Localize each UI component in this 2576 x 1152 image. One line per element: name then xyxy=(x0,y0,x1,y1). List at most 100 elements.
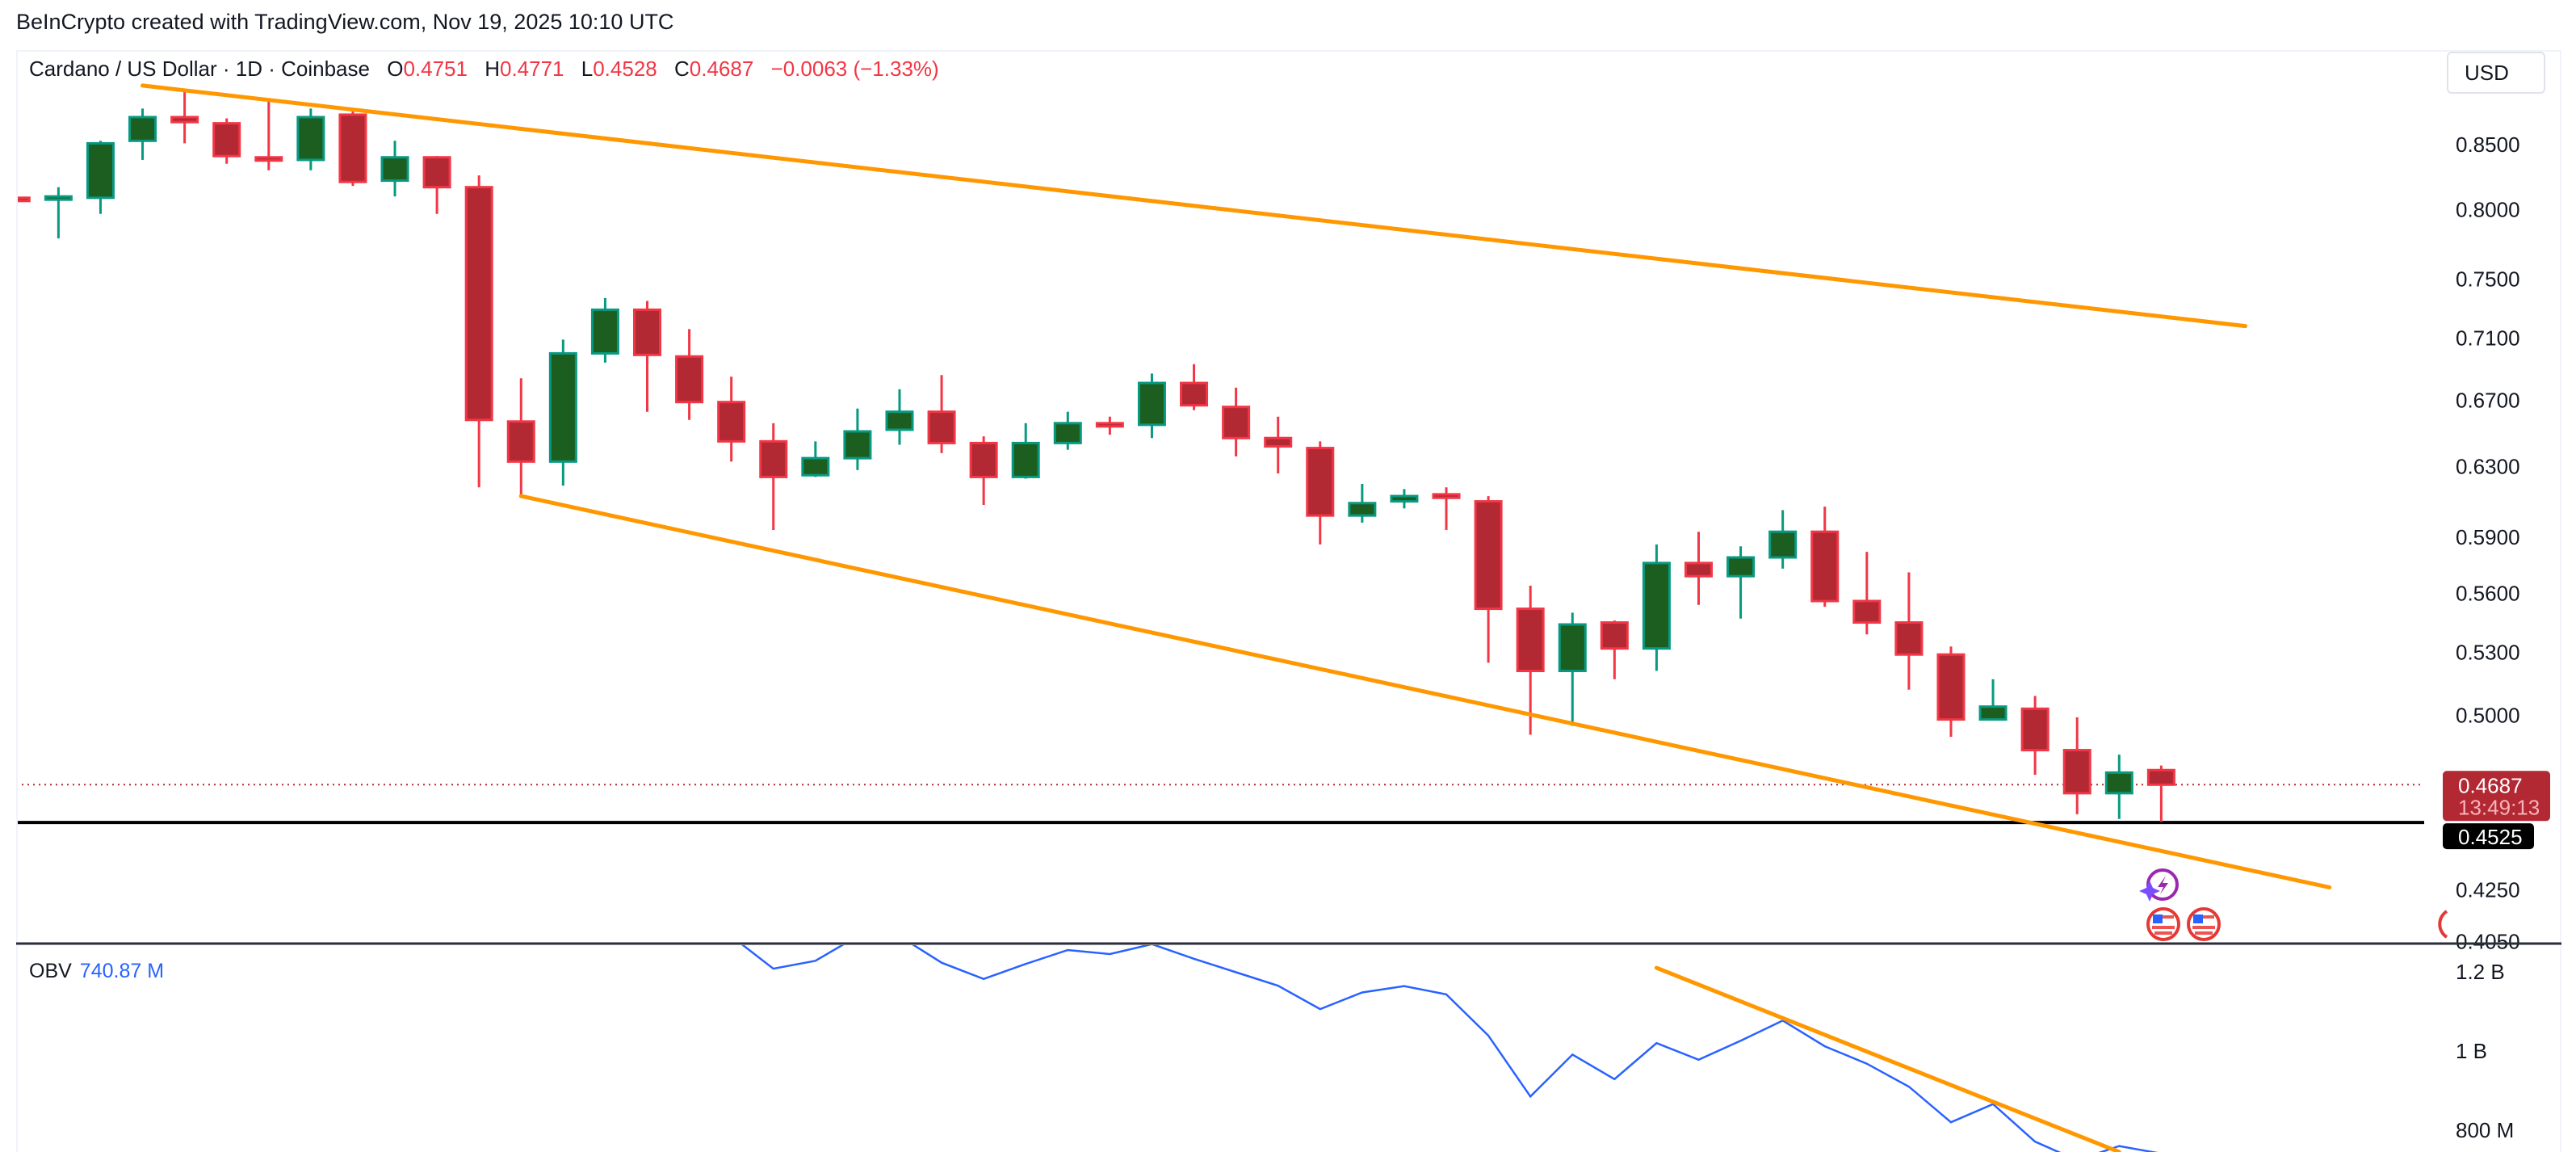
price-tick-label: 0.6300 xyxy=(2456,455,2520,479)
candle-body xyxy=(1306,447,1335,517)
obv-tick-label: 800 M xyxy=(2456,1118,2514,1142)
trendline[interactable] xyxy=(141,83,2248,329)
candle xyxy=(969,436,998,505)
candle xyxy=(1474,496,1503,663)
candle-body xyxy=(2020,707,2049,752)
candle-body xyxy=(1894,621,1924,656)
candle xyxy=(1137,373,1166,439)
candle-body xyxy=(86,141,115,200)
high-value: 0.4771 xyxy=(499,57,564,81)
candle xyxy=(422,156,451,214)
candle xyxy=(1222,387,1251,457)
candle-body xyxy=(633,308,661,356)
candle xyxy=(2062,717,2091,814)
candle xyxy=(1095,416,1124,435)
candle xyxy=(506,378,535,498)
open-label: O xyxy=(387,57,404,81)
candle xyxy=(464,175,493,488)
change-value: −0.0063 (−1.33%) xyxy=(770,57,939,81)
low-value: 0.4528 xyxy=(593,57,657,81)
candle-body xyxy=(254,156,283,162)
candle-body xyxy=(1810,530,1840,603)
candle-body xyxy=(1222,406,1251,439)
chart-credit: BeInCrypto created with TradingView.com,… xyxy=(16,10,674,34)
candle-body xyxy=(1390,494,1419,503)
obv-tick-label: 1 B xyxy=(2456,1039,2487,1063)
price-tick-label: 0.5300 xyxy=(2456,641,2520,665)
candle xyxy=(548,339,577,486)
candle xyxy=(1642,544,1671,671)
candle-body xyxy=(969,441,998,478)
candle xyxy=(1600,620,1629,679)
open-value: 0.4751 xyxy=(403,57,468,81)
price-tick-label: 0.5000 xyxy=(2456,703,2520,727)
candle xyxy=(170,90,199,144)
candle-body xyxy=(1684,561,1713,578)
symbol-title[interactable]: Cardano / US Dollar · 1D · Coinbase xyxy=(29,57,370,81)
candle-body xyxy=(1474,500,1503,611)
candle xyxy=(1348,483,1377,523)
candle xyxy=(1768,510,1798,569)
trendline[interactable] xyxy=(518,494,2332,889)
candle-body xyxy=(927,410,956,444)
candle-body xyxy=(1768,530,1798,559)
candle xyxy=(1053,411,1082,450)
candle xyxy=(1894,572,1924,690)
partial-event-icon[interactable] xyxy=(2438,910,2448,939)
close-label: C xyxy=(673,57,690,81)
candle-body xyxy=(717,401,746,443)
candle-body xyxy=(1642,561,1671,650)
candle-body xyxy=(1053,422,1082,444)
obv-legend: OBV 740.87 M xyxy=(29,960,164,983)
candle xyxy=(1264,416,1293,474)
us-flag-event-icon[interactable] xyxy=(2146,907,2180,941)
price-tick-label: 0.4250 xyxy=(2456,878,2520,902)
candle xyxy=(2020,696,2049,776)
candle xyxy=(1978,679,2008,721)
candle xyxy=(1432,487,1461,530)
candle-body xyxy=(801,456,830,477)
candle-body xyxy=(128,116,157,142)
candle xyxy=(675,329,704,420)
candle-body xyxy=(380,156,409,183)
trendlines xyxy=(141,83,2332,889)
price-tick-label: 0.8000 xyxy=(2456,198,2520,222)
candle xyxy=(338,108,367,187)
candle-body xyxy=(2104,771,2133,795)
candle-body xyxy=(1852,599,1882,624)
candle-body xyxy=(422,156,451,189)
candle-body xyxy=(1095,422,1124,428)
obv-axis[interactable]: 1.2 B 1 B 800 M xyxy=(2456,960,2514,1142)
candle-body xyxy=(338,113,367,183)
candle-body xyxy=(548,351,577,463)
candle xyxy=(885,389,914,445)
us-flag-event-icon[interactable] xyxy=(2187,907,2221,941)
candle-body xyxy=(1600,621,1629,650)
obv-pane xyxy=(741,945,2159,1152)
candle xyxy=(86,141,115,214)
lightning-event-icon[interactable] xyxy=(2139,868,2179,902)
candle-body xyxy=(1726,556,1756,578)
obv-line xyxy=(741,945,2159,1152)
candle-body xyxy=(212,122,241,158)
candle xyxy=(927,375,956,453)
candle xyxy=(717,376,746,462)
obv-tick-label: 1.2 B xyxy=(2456,960,2505,984)
price-tick-label: 0.5600 xyxy=(2456,581,2520,605)
candle xyxy=(759,423,788,530)
candle xyxy=(1852,552,1882,635)
event-icons[interactable] xyxy=(2139,868,2448,941)
candle xyxy=(44,187,73,239)
candle xyxy=(1516,585,1545,735)
currency-button[interactable]: USD xyxy=(2447,52,2545,94)
candle-body xyxy=(1978,705,2008,721)
price-axis[interactable]: 0.8500 0.8000 0.7500 0.7100 0.6700 0.6300 0.59… xyxy=(2456,132,2520,954)
candle xyxy=(843,408,872,470)
obv-value: 740.87 M xyxy=(79,960,165,982)
candle-body xyxy=(506,420,535,463)
obv-title[interactable]: OBV xyxy=(29,960,72,982)
obv-trendline[interactable] xyxy=(1654,965,2121,1152)
countdown-label: 13:49:13 xyxy=(2458,795,2540,819)
